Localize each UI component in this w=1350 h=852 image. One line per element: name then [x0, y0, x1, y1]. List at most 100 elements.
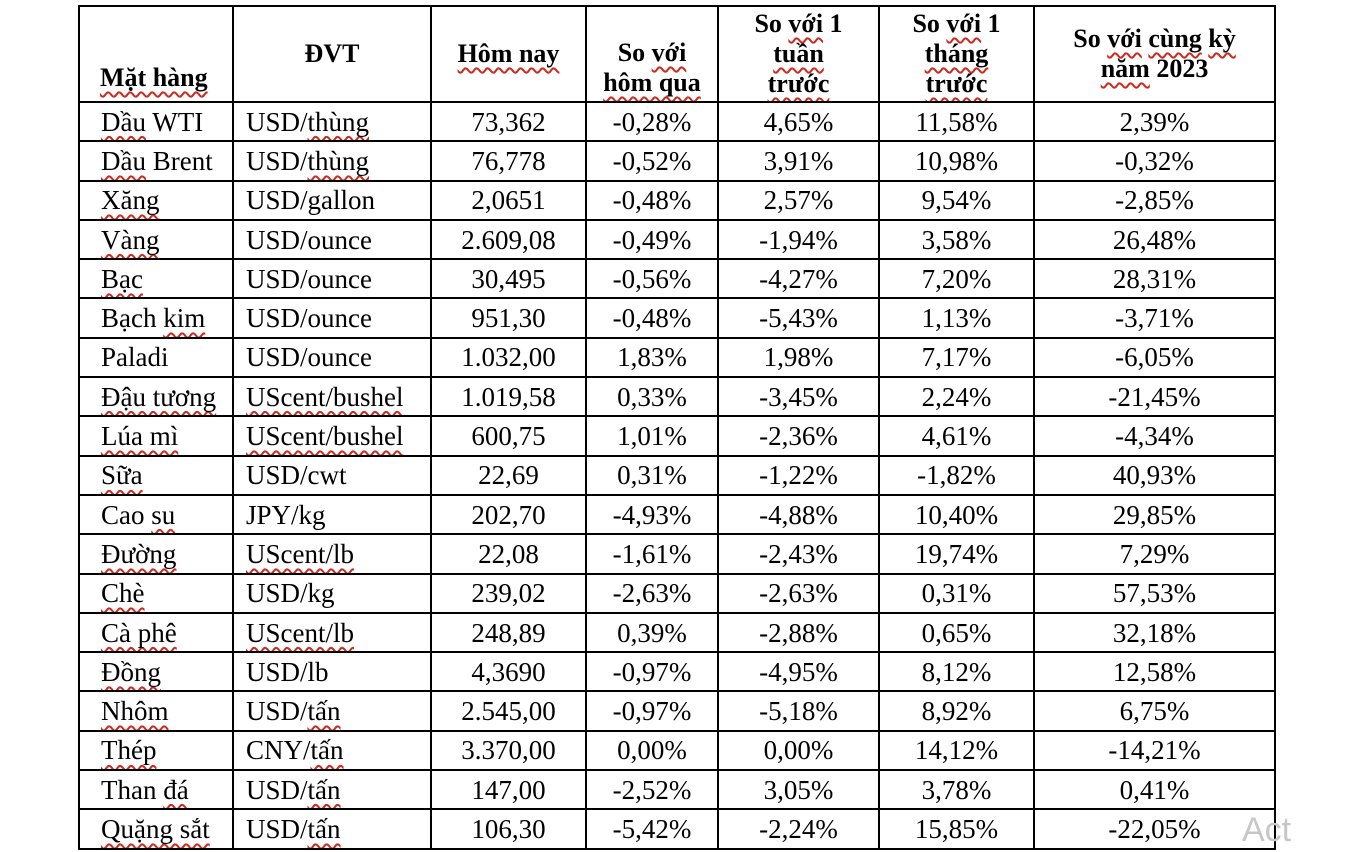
cell-unit: JPY/kg — [232, 493, 432, 536]
table-row: Lúa mì UScent/bushel 600,75 1,01% -2,36% 4,61… — [78, 415, 1276, 457]
table-row: Vàng USD/ounce 2.609,08 -0,49% -1,94% 3,58% 26… — [78, 218, 1276, 261]
cell-vs_week: 3,91% — [717, 140, 880, 182]
cell-unit: USD/lb — [232, 651, 432, 693]
cell-item: Bạc — [78, 258, 234, 300]
table-row: Thép CNY/tấn 3.370,00 0,00% 0,00% 14,12% -14,2… — [78, 729, 1276, 772]
table-row: Nhôm USD/tấn 2.545,00 -0,97% -5,18% 8,92% 6,75… — [78, 690, 1276, 732]
cell-unit: USD/ounce — [232, 297, 432, 339]
cell-today: 951,30 — [430, 297, 587, 339]
cell-vs_2023: 26,48% — [1033, 218, 1276, 261]
cell-vs_yesterday: -0,56% — [585, 258, 719, 300]
cell-vs_month: 14,12% — [878, 729, 1035, 772]
cell-today: 600,75 — [430, 415, 587, 457]
cell-item: Nhôm — [78, 690, 234, 732]
cell-vs_week: 0,00% — [717, 729, 880, 772]
column-header-unit: ĐVT — [232, 5, 432, 103]
table-row: Đồng USD/lb 4,3690 -0,97% -4,95% 8,12% 12,58% — [78, 651, 1276, 693]
cell-unit: UScent/bushel — [232, 376, 432, 418]
cell-vs_week: 2,57% — [717, 179, 880, 221]
cell-vs_week: 4,65% — [717, 100, 880, 143]
column-header-vs_week: So với 1 tuần trước — [717, 5, 880, 103]
cell-vs_month: 3,58% — [878, 218, 1035, 261]
cell-today: 2.609,08 — [430, 218, 587, 261]
cell-vs_yesterday: 0,00% — [585, 729, 719, 772]
cell-unit: USD/ounce — [232, 258, 432, 300]
table-row: Dầu Brent USD/thùng 76,778 -0,52% 3,91% 10,98… — [78, 140, 1276, 182]
cell-unit: USD/cwt — [232, 454, 432, 496]
table-row: Chè USD/kg 239,02 -2,63% -2,63% 0,31% 57,53% — [78, 572, 1276, 614]
cell-vs_week: -1,22% — [717, 454, 880, 496]
cell-vs_month: 10,98% — [878, 140, 1035, 182]
cell-vs_2023: -3,71% — [1033, 297, 1276, 339]
cell-vs_week: 3,05% — [717, 769, 880, 811]
cell-today: 2.545,00 — [430, 690, 587, 732]
cell-item: Dầu WTI — [78, 100, 234, 143]
column-header-vs_month: So với 1 tháng trước — [878, 5, 1035, 103]
cell-unit: USD/tấn — [232, 808, 432, 850]
cell-vs_month: 9,54% — [878, 179, 1035, 221]
cell-vs_2023: -2,85% — [1033, 179, 1276, 221]
cell-vs_2023: -4,34% — [1033, 415, 1276, 457]
cell-vs_month: 3,78% — [878, 769, 1035, 811]
cell-vs_2023: 6,75% — [1033, 690, 1276, 732]
cell-today: 2,0651 — [430, 179, 587, 221]
cell-item: Sữa — [78, 454, 234, 496]
cell-vs_2023: 12,58% — [1033, 651, 1276, 693]
cell-item: Xăng — [78, 179, 234, 221]
cell-unit: USD/thùng — [232, 100, 432, 143]
table-row: Sữa USD/cwt 22,69 0,31% -1,22% -1,82% 40,93% — [78, 454, 1276, 496]
cell-vs_month: 10,40% — [878, 493, 1035, 536]
cell-vs_yesterday: 0,31% — [585, 454, 719, 496]
cell-today: 3.370,00 — [430, 729, 587, 772]
table-row: Bạc USD/ounce 30,495 -0,56% -4,27% 7,20% 28,31… — [78, 258, 1276, 300]
cell-unit: UScent/lb — [232, 533, 432, 575]
cell-today: 4,3690 — [430, 651, 587, 693]
cell-item: Lúa mì — [78, 415, 234, 457]
cell-unit: USD/tấn — [232, 769, 432, 811]
cell-vs_week: -2,36% — [717, 415, 880, 457]
cell-vs_yesterday: 1,01% — [585, 415, 719, 457]
cell-vs_yesterday: 0,39% — [585, 611, 719, 654]
cell-today: 202,70 — [430, 493, 587, 536]
cell-vs_2023: 57,53% — [1033, 572, 1276, 614]
cell-item: Vàng — [78, 218, 234, 261]
cell-unit: USD/ounce — [232, 218, 432, 261]
cell-today: 239,02 — [430, 572, 587, 614]
cell-vs_week: -2,63% — [717, 572, 880, 614]
cell-vs_2023: 2,39% — [1033, 100, 1276, 143]
cell-today: 22,69 — [430, 454, 587, 496]
cell-today: 147,00 — [430, 769, 587, 811]
cell-today: 22,08 — [430, 533, 587, 575]
cell-vs_2023: -22,05% — [1033, 808, 1276, 850]
table-row: Cà phê UScent/lb 248,89 0,39% -2,88% 0,65% 32,… — [78, 611, 1276, 654]
cell-vs_yesterday: -0,28% — [585, 100, 719, 143]
cell-vs_week: -2,24% — [717, 808, 880, 850]
cell-vs_month: 1,13% — [878, 297, 1035, 339]
cell-vs_month: -1,82% — [878, 454, 1035, 496]
cell-vs_2023: 0,41% — [1033, 769, 1276, 811]
cell-vs_2023: 32,18% — [1033, 611, 1276, 654]
cell-vs_week: -5,18% — [717, 690, 880, 732]
cell-vs_week: -4,88% — [717, 493, 880, 536]
cell-vs_yesterday: -5,42% — [585, 808, 719, 850]
cell-vs_month: 11,58% — [878, 100, 1035, 143]
cell-vs_yesterday: -0,48% — [585, 297, 719, 339]
cell-vs_yesterday: -0,97% — [585, 690, 719, 732]
cell-vs_2023: -21,45% — [1033, 376, 1276, 418]
cell-today: 76,778 — [430, 140, 587, 182]
cell-item: Đường — [78, 533, 234, 575]
column-header-vs_yesterday: So với hôm qua — [585, 5, 719, 103]
cell-vs_2023: -14,21% — [1033, 729, 1276, 772]
cell-unit: USD/ounce — [232, 336, 432, 379]
cell-vs_week: -2,43% — [717, 533, 880, 575]
cell-vs_yesterday: -0,52% — [585, 140, 719, 182]
cell-today: 73,362 — [430, 100, 587, 143]
table-row: Cao su JPY/kg 202,70 -4,93% -4,88% 10,40% 29,8… — [78, 493, 1276, 536]
cell-today: 1.032,00 — [430, 336, 587, 379]
table-row: Than đá USD/tấn 147,00 -2,52% 3,05% 3,78% 0,41… — [78, 769, 1276, 811]
cell-item: Đậu tương — [78, 376, 234, 418]
column-header-item: Mặt hàng — [78, 5, 234, 103]
cell-vs_yesterday: -2,63% — [585, 572, 719, 614]
column-header-today: Hôm nay — [430, 5, 587, 103]
